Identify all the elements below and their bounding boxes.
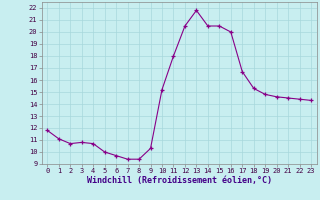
X-axis label: Windchill (Refroidissement éolien,°C): Windchill (Refroidissement éolien,°C) (87, 176, 272, 185)
